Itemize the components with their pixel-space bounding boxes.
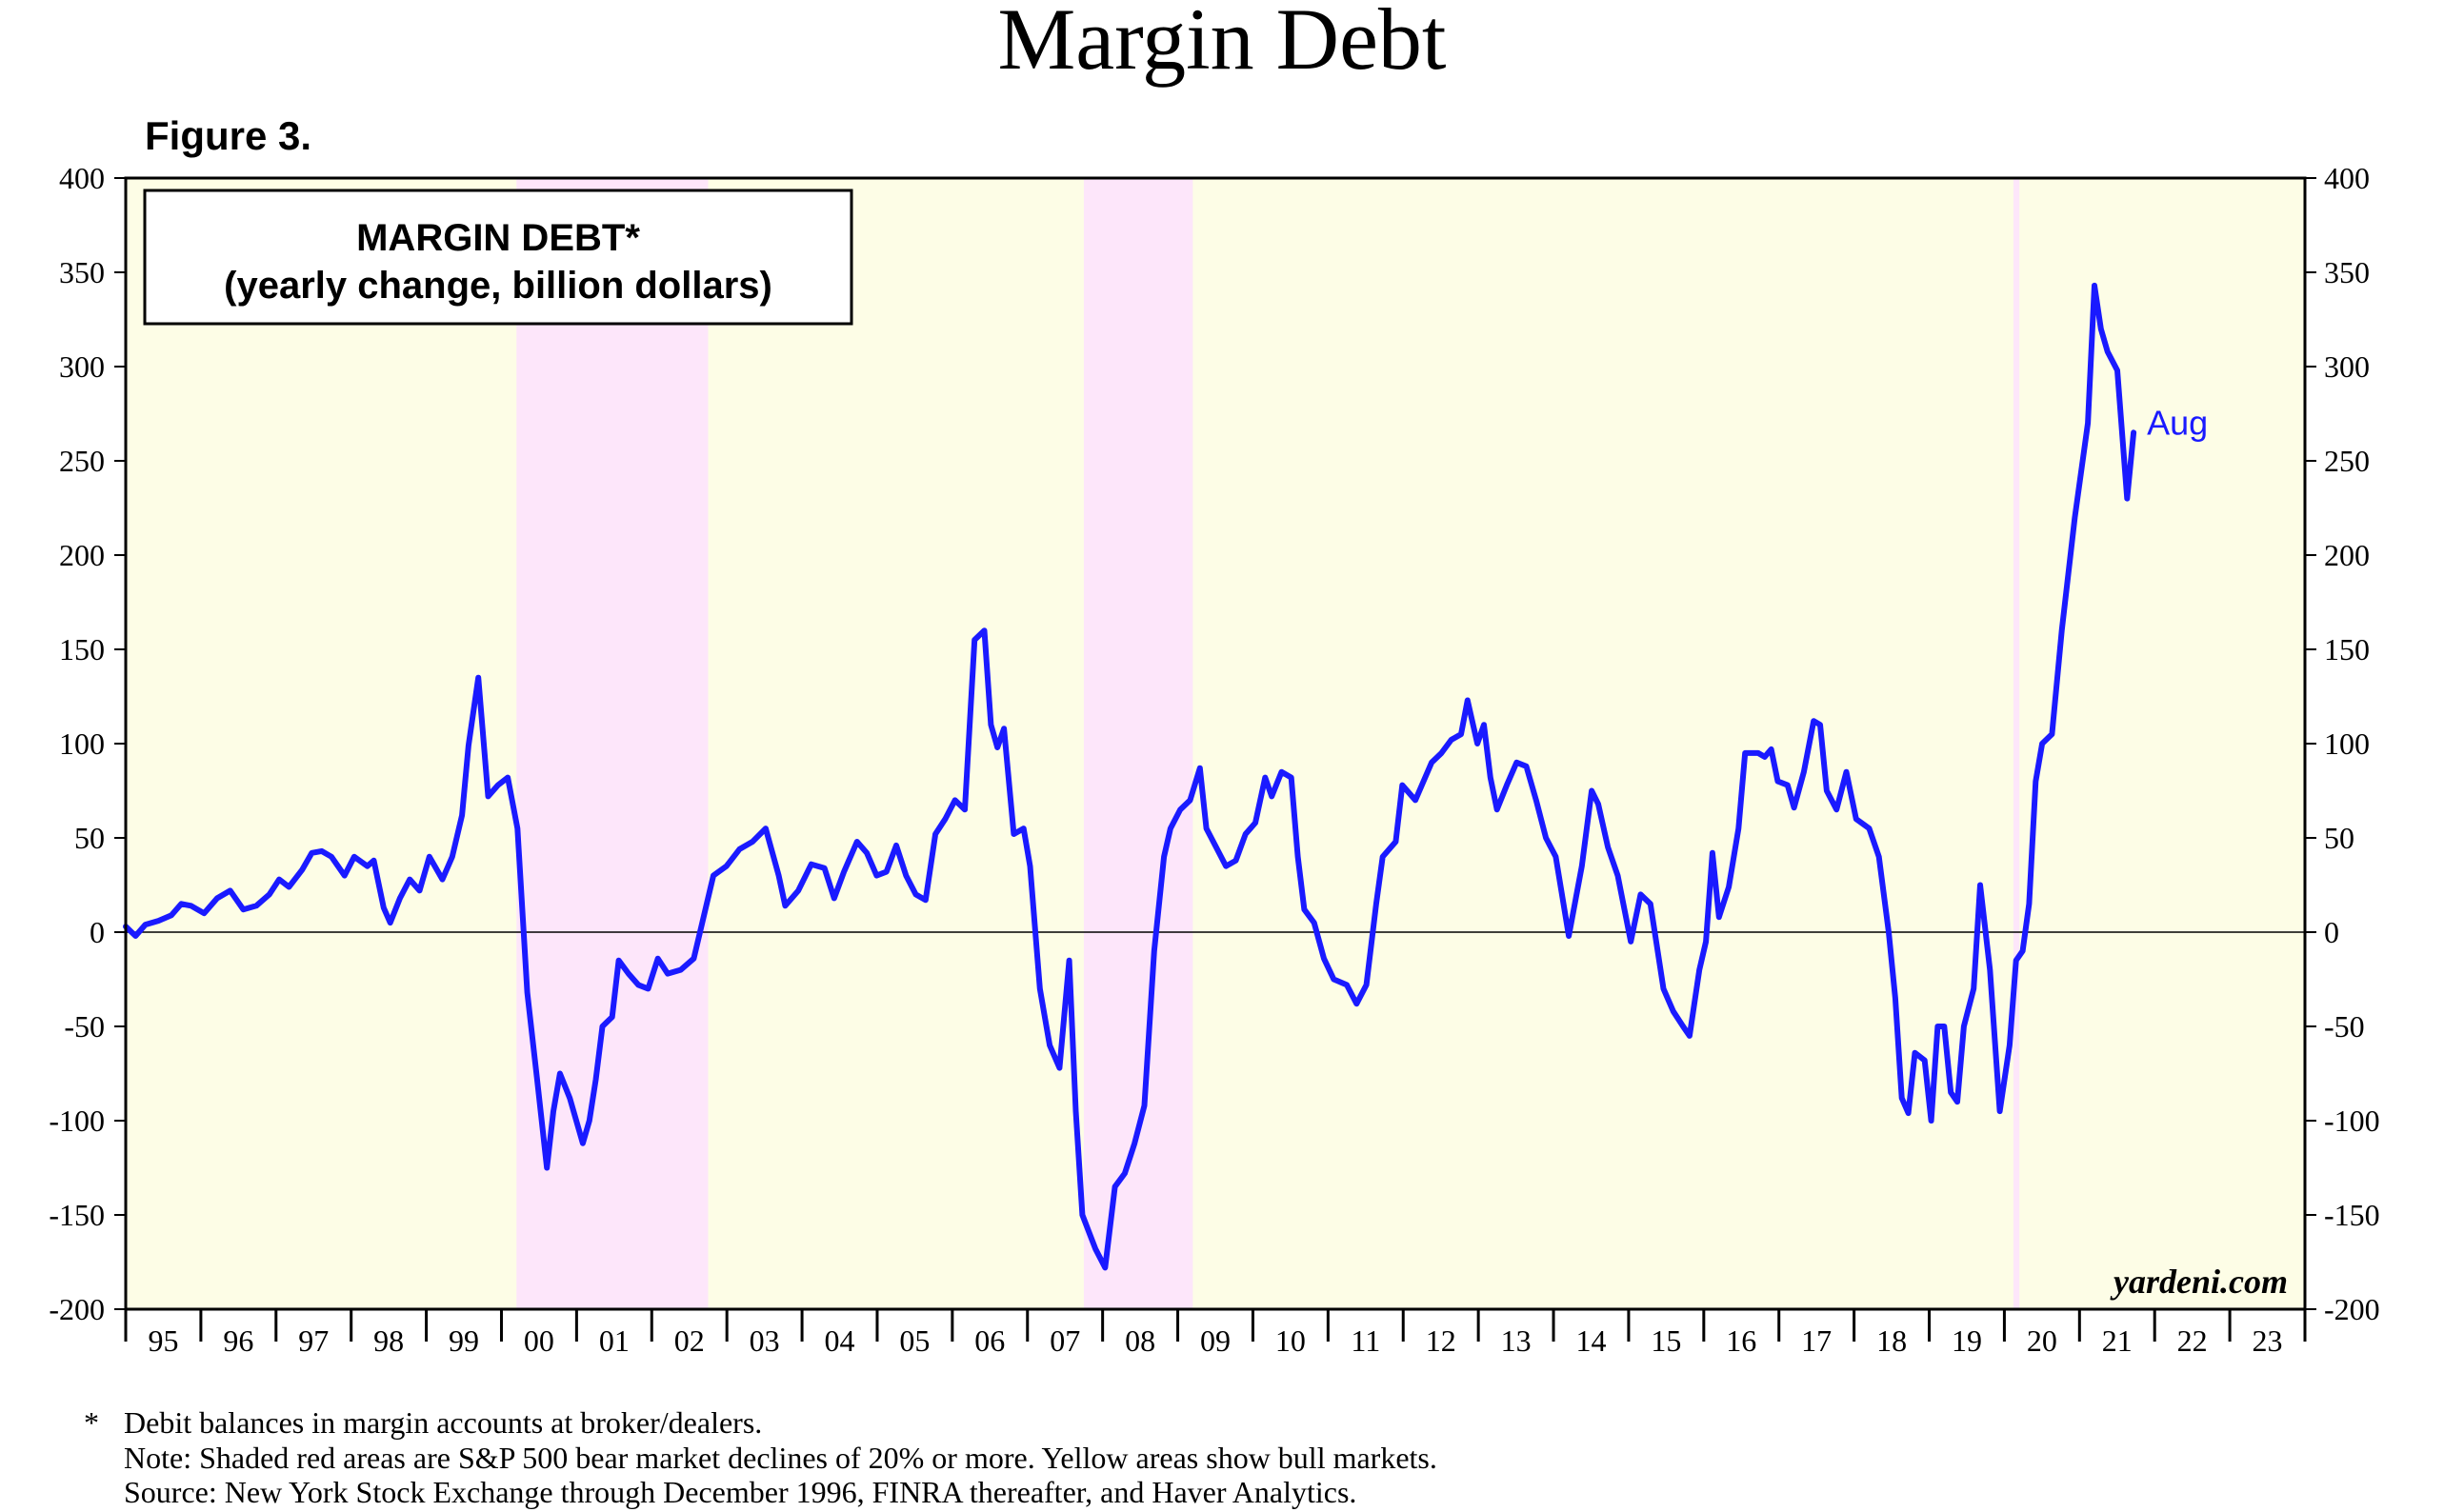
left-y-tick-label: -100 [49, 1104, 105, 1138]
x-tick-label: 13 [1501, 1323, 1532, 1358]
left-y-tick-label: 150 [59, 632, 105, 666]
right-y-tick-label: 300 [2324, 349, 2370, 384]
x-tick-label: 15 [1651, 1323, 1681, 1358]
left-y-tick-label: 250 [59, 444, 105, 478]
left-y-tick-label: 300 [59, 349, 105, 384]
x-tick-label: 07 [1050, 1323, 1080, 1358]
right-y-tick-label: -100 [2324, 1104, 2380, 1138]
chart-title-box: MARGIN DEBT* (yearly change, billion dol… [143, 189, 853, 326]
x-tick-label: 05 [899, 1323, 930, 1358]
chart-title: MARGIN DEBT* [356, 217, 640, 259]
x-tick-label: 01 [599, 1323, 630, 1358]
x-tick-label: 03 [750, 1323, 780, 1358]
x-tick-label: 95 [148, 1323, 178, 1358]
left-y-tick-label: -150 [49, 1198, 105, 1232]
right-y-tick-label: 0 [2324, 915, 2339, 949]
footnote-line-2: Note: Shaded red areas are S&P 500 bear … [124, 1441, 1437, 1475]
x-tick-label: 08 [1125, 1323, 1155, 1358]
right-y-tick-label: -50 [2324, 1009, 2365, 1044]
right-y-tick-label: 350 [2324, 255, 2370, 289]
right-y-axis: 400 350 300 250 200 150 100 50 0 -50 -100 -150 -200 [2305, 161, 2380, 1326]
left-y-tick-label: 200 [59, 538, 105, 572]
x-tick-label: 19 [1952, 1323, 1982, 1358]
plot-background [126, 178, 2305, 1309]
x-tick-label: 98 [373, 1323, 404, 1358]
x-tick-label: 22 [2177, 1323, 2208, 1358]
footnote-line-1: Debit balances in margin accounts at bro… [124, 1405, 762, 1440]
x-tick-label: 99 [449, 1323, 479, 1358]
x-tick-label: 10 [1275, 1323, 1306, 1358]
x-tick-label: 09 [1200, 1323, 1231, 1358]
left-y-tick-label: 350 [59, 255, 105, 289]
footnote-marker: * [84, 1405, 99, 1440]
x-axis: 95 96 97 98 99 00 01 02 03 04 05 06 07 08 09 10 11 12 13 14… [124, 1309, 2307, 1358]
bear-market-band-3 [2013, 178, 2020, 1309]
series-line [123, 282, 2137, 1271]
x-tick-label: 97 [298, 1323, 329, 1358]
left-y-tick-label: 0 [90, 915, 105, 949]
right-y-tick-label: -200 [2324, 1292, 2380, 1326]
x-tick-label: 02 [674, 1323, 705, 1358]
footnote-line-3: Source: New York Stock Exchange through … [124, 1475, 1356, 1509]
x-tick-label: 96 [223, 1323, 253, 1358]
title-box-frame [143, 189, 853, 326]
x-tick-label: 06 [974, 1323, 1005, 1358]
right-y-tick-label: -150 [2324, 1198, 2380, 1232]
right-y-tick-label: 150 [2324, 632, 2370, 666]
right-y-tick-label: 100 [2324, 726, 2370, 761]
left-y-tick-label: 50 [74, 821, 105, 855]
chart-subtitle: (yearly change, billion dollars) [224, 265, 772, 307]
end-annotation-label: Aug [2147, 403, 2208, 442]
x-tick-label: 12 [1426, 1323, 1456, 1358]
x-tick-label: 20 [2027, 1323, 2057, 1358]
x-tick-label: 17 [1801, 1323, 1832, 1358]
left-y-axis: 400 350 300 250 200 150 100 50 0 -50 -100 -150 -200 [49, 161, 126, 1326]
bear-market-shading [516, 178, 2020, 1309]
figure-label: Figure 3. [145, 113, 311, 158]
left-y-tick-label: -200 [49, 1292, 105, 1326]
left-y-tick-label: 400 [59, 161, 105, 195]
x-tick-label: 00 [524, 1323, 554, 1358]
left-y-tick-label: 100 [59, 726, 105, 761]
x-tick-label: 18 [1876, 1323, 1907, 1358]
x-tick-label: 04 [825, 1323, 855, 1358]
bear-market-band-1 [516, 178, 709, 1309]
right-y-tick-label: 250 [2324, 444, 2370, 478]
watermark: yardeni.com [2110, 1263, 2288, 1301]
footnotes: * Debit balances in margin accounts at b… [84, 1405, 1437, 1509]
left-y-tick-label: -50 [64, 1009, 105, 1044]
x-tick-label: 21 [2102, 1323, 2133, 1358]
x-tick-label: 23 [2253, 1323, 2283, 1358]
x-tick-label: 11 [1351, 1323, 1380, 1358]
right-y-tick-label: 50 [2324, 821, 2354, 855]
right-y-tick-label: 200 [2324, 538, 2370, 572]
x-tick-label: 14 [1575, 1323, 1606, 1358]
page-title: Margin Debt [997, 0, 1446, 88]
x-tick-label: 16 [1726, 1323, 1756, 1358]
right-y-tick-label: 400 [2324, 161, 2370, 195]
